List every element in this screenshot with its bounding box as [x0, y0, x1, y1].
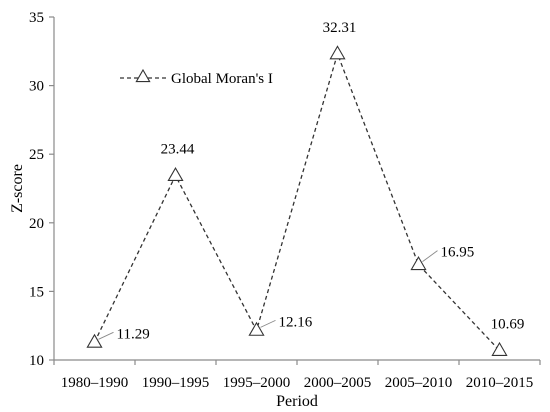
series-layer: [86, 45, 508, 356]
legend-marker: [135, 68, 151, 83]
data-label: 32.31: [323, 20, 357, 36]
y-tick-label: 10: [29, 353, 44, 369]
data-point-marker: [167, 167, 184, 182]
series-line: [93, 51, 500, 351]
data-label-leader: [98, 331, 114, 340]
data-labels: 11.29 23.44 12.16 32.31 16.95 10.69: [98, 20, 525, 342]
data-label: 10.69: [491, 317, 525, 333]
y-tick-label: 15: [29, 284, 44, 300]
data-point-marker: [491, 341, 508, 356]
data-label: 12.16: [279, 314, 313, 330]
x-axis-title: Period: [276, 393, 318, 410]
y-axis-ticks: 10 15 20 25 30 35: [29, 10, 54, 369]
x-axis-ticks: 1980–1990 1990–1995 1995–2000 2000–2005 2005…: [53, 360, 541, 391]
data-point-marker: [329, 45, 346, 60]
data-label: 16.95: [441, 245, 475, 261]
data-point-marker: [248, 321, 265, 336]
x-tick-label: 1980–1990: [61, 375, 129, 391]
data-label-leader: [260, 319, 276, 328]
y-tick-label: 20: [29, 216, 44, 232]
y-tick-label: 30: [29, 79, 44, 95]
legend-label: Global Moran's I: [171, 71, 273, 87]
data-label: 11.29: [117, 326, 150, 342]
data-label: 23.44: [161, 142, 195, 158]
x-tick-label: 2005–2010: [385, 375, 453, 391]
data-label-leader: [422, 250, 438, 263]
x-tick-label: 2000–2005: [304, 375, 372, 391]
x-tick-label: 1995–2000: [223, 375, 291, 391]
axes: [53, 17, 540, 361]
x-tick-label: 1990–1995: [142, 375, 210, 391]
data-point-marker: [86, 333, 103, 348]
y-tick-label: 25: [29, 147, 44, 163]
x-tick-label: 2010–2015: [466, 375, 534, 391]
y-axis-title: Z-score: [9, 164, 26, 213]
legend: Global Moran's I: [120, 68, 273, 87]
y-tick-label: 35: [29, 10, 44, 26]
data-point-marker: [410, 256, 427, 271]
